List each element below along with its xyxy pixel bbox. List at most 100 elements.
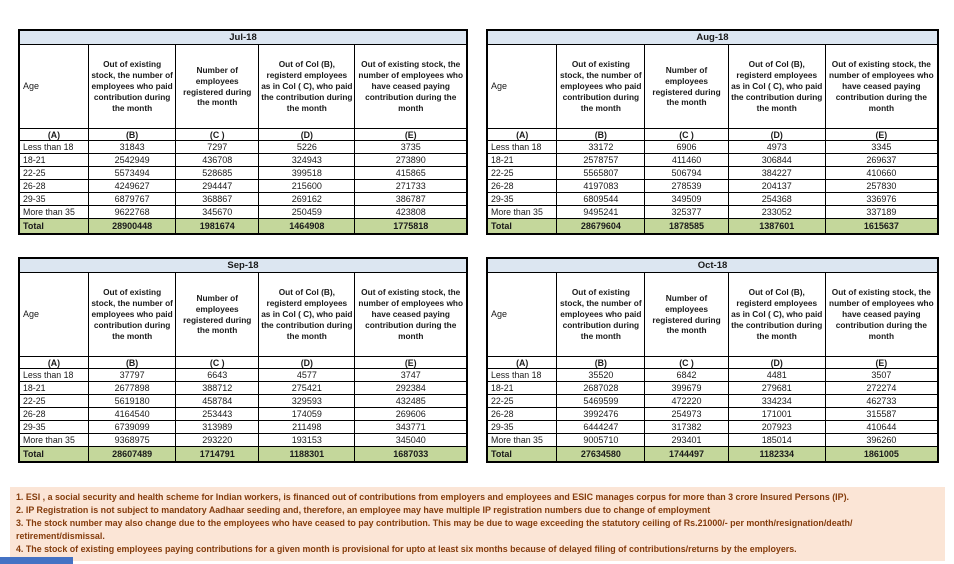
age-cell: Less than 18 xyxy=(486,368,558,382)
col-letter-a: (A) xyxy=(18,128,89,141)
col-header-registered: Number of employees registered during th… xyxy=(644,272,729,357)
age-cell: 29-35 xyxy=(486,192,558,206)
total-row: Total 28900448 1981674 1464908 1775818 xyxy=(18,218,468,234)
total-label: Total xyxy=(18,446,89,462)
value-cell: 388712 xyxy=(175,381,260,395)
total-value: 1981674 xyxy=(175,218,260,234)
month-title: Aug-18 xyxy=(486,29,939,45)
value-cell: 9495241 xyxy=(556,205,646,219)
value-cell: 5226 xyxy=(258,140,356,154)
value-cell: 4577 xyxy=(258,368,356,382)
value-cell: 458784 xyxy=(175,394,260,408)
value-cell: 528685 xyxy=(175,166,260,180)
month-title-row: Aug-18 xyxy=(486,29,939,45)
value-cell: 345040 xyxy=(354,433,468,447)
col-letter-d: (D) xyxy=(258,128,356,141)
value-cell: 336976 xyxy=(824,192,939,206)
value-cell: 33172 xyxy=(556,140,646,154)
total-value: 1464908 xyxy=(258,218,356,234)
table-row: Less than 18 35520 6842 4481 3507 xyxy=(486,368,939,382)
month-title: Oct-18 xyxy=(486,257,939,273)
value-cell: 292384 xyxy=(354,381,468,395)
col-letter-b: (B) xyxy=(556,128,646,141)
col-header-registered: Number of employees registered during th… xyxy=(175,44,260,129)
column-letter-row: (A) (B) (C ) (D) (E) xyxy=(18,356,468,369)
value-cell: 4249627 xyxy=(87,179,177,193)
value-cell: 3345 xyxy=(824,140,939,154)
col-letter-c: (C ) xyxy=(644,356,729,369)
month-table: Jul-18 Age Out of existing stock, the nu… xyxy=(18,29,468,235)
value-cell: 436708 xyxy=(175,153,260,167)
col-header-age: Age xyxy=(486,44,558,129)
col-header-registered-paid: Out of Col (B), registerd employees as i… xyxy=(727,44,826,129)
table-row: Less than 18 33172 6906 4973 3345 xyxy=(486,140,939,154)
table-row: 18-21 2578757 411460 306844 269637 xyxy=(486,153,939,167)
table-row: Less than 18 37797 6643 4577 3747 xyxy=(18,368,468,382)
value-cell: 6809544 xyxy=(556,192,646,206)
total-row: Total 28679604 1878585 1387601 1615637 xyxy=(486,218,939,234)
total-value: 28607489 xyxy=(87,446,177,462)
table-row: 22-25 5565807 506794 384227 410660 xyxy=(486,166,939,180)
value-cell: 254973 xyxy=(644,407,729,421)
col-header-ceased-paying: Out of existing stock, the number of emp… xyxy=(824,272,939,357)
age-cell: Less than 18 xyxy=(486,140,558,154)
value-cell: 462733 xyxy=(824,394,939,408)
table-row: More than 35 9622768 345670 250459 423808 xyxy=(18,205,468,219)
col-letter-b: (B) xyxy=(556,356,646,369)
value-cell: 2578757 xyxy=(556,153,646,167)
value-cell: 6444247 xyxy=(556,420,646,434)
footnotes-box: 1. ESI , a social security and health sc… xyxy=(10,487,945,561)
value-cell: 2677898 xyxy=(87,381,177,395)
value-cell: 293401 xyxy=(644,433,729,447)
value-cell: 368867 xyxy=(175,192,260,206)
total-value: 1775818 xyxy=(354,218,468,234)
value-cell: 233052 xyxy=(727,205,826,219)
month-title-row: Oct-18 xyxy=(486,257,939,273)
age-cell: 26-28 xyxy=(486,179,558,193)
col-letter-a: (A) xyxy=(18,356,89,369)
age-cell: 22-25 xyxy=(486,394,558,408)
col-letter-c: (C ) xyxy=(175,128,260,141)
total-value: 1188301 xyxy=(258,446,356,462)
month-table: Aug-18 Age Out of existing stock, the nu… xyxy=(486,29,939,235)
value-cell: 315587 xyxy=(824,407,939,421)
col-header-paid-contribution: Out of existing stock, the number of emp… xyxy=(87,272,177,357)
value-cell: 185014 xyxy=(727,433,826,447)
col-letter-c: (C ) xyxy=(175,356,260,369)
value-cell: 384227 xyxy=(727,166,826,180)
column-header-row: Age Out of existing stock, the number of… xyxy=(486,272,939,357)
total-value: 1744497 xyxy=(644,446,729,462)
age-cell: 26-28 xyxy=(18,407,89,421)
value-cell: 386787 xyxy=(354,192,468,206)
age-cell: More than 35 xyxy=(486,433,558,447)
value-cell: 345670 xyxy=(175,205,260,219)
age-cell: 18-21 xyxy=(18,153,89,167)
value-cell: 3747 xyxy=(354,368,468,382)
total-row: Total 28607489 1714791 1188301 1687033 xyxy=(18,446,468,462)
value-cell: 272274 xyxy=(824,381,939,395)
value-cell: 432485 xyxy=(354,394,468,408)
table-row: 29-35 6444247 317382 207923 410644 xyxy=(486,420,939,434)
value-cell: 253443 xyxy=(175,407,260,421)
value-cell: 269162 xyxy=(258,192,356,206)
value-cell: 334234 xyxy=(727,394,826,408)
value-cell: 204137 xyxy=(727,179,826,193)
table-row: More than 35 9368975 293220 193153 345040 xyxy=(18,433,468,447)
value-cell: 5469599 xyxy=(556,394,646,408)
footnote-line: 1. ESI , a social security and health sc… xyxy=(16,492,849,502)
value-cell: 3507 xyxy=(824,368,939,382)
age-cell: Less than 18 xyxy=(18,140,89,154)
value-cell: 399679 xyxy=(644,381,729,395)
table-row: Less than 18 31843 7297 5226 3735 xyxy=(18,140,468,154)
col-letter-a: (A) xyxy=(486,128,558,141)
value-cell: 207923 xyxy=(727,420,826,434)
total-value: 28900448 xyxy=(87,218,177,234)
value-cell: 5573494 xyxy=(87,166,177,180)
value-cell: 271733 xyxy=(354,179,468,193)
col-header-registered: Number of employees registered during th… xyxy=(175,272,260,357)
col-header-paid-contribution: Out of existing stock, the number of emp… xyxy=(556,44,646,129)
total-label: Total xyxy=(486,446,558,462)
col-header-registered: Number of employees registered during th… xyxy=(644,44,729,129)
age-group-rows: Less than 18 37797 6643 4577 3747 18-21 267789… xyxy=(18,368,468,447)
